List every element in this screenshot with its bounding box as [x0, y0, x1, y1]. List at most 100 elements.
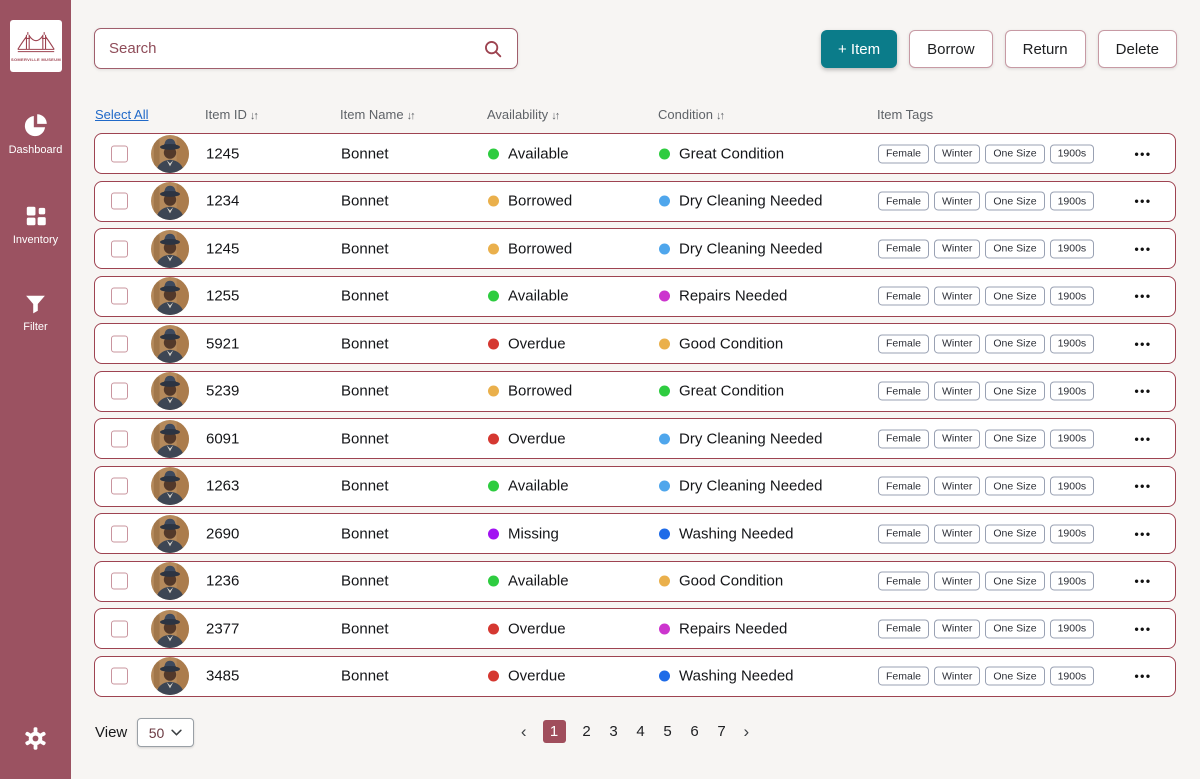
item-avatar	[151, 419, 189, 458]
row-menu-button[interactable]: •••	[1134, 669, 1152, 683]
page-button-3[interactable]: 3	[608, 720, 620, 743]
row-menu-button[interactable]: •••	[1134, 526, 1152, 541]
tag-pill: Winter	[934, 523, 981, 544]
table-row: 3485 Bonnet Overdue Washing Needed Femal…	[94, 655, 1176, 697]
item-id: 1245	[206, 240, 240, 257]
tag-pill: Female	[878, 618, 930, 639]
availability-status: Overdue	[488, 668, 566, 685]
column-item-id[interactable]: Item ID ↓↑	[205, 107, 259, 122]
availability-label: Available	[508, 145, 569, 162]
page-button-5[interactable]: 5	[662, 720, 674, 743]
item-id: 6091	[206, 430, 240, 447]
item-name: Bonnet	[341, 620, 389, 637]
item-avatar	[151, 657, 189, 695]
page-button-7[interactable]: 7	[716, 720, 728, 743]
condition-label: Great Condition	[679, 145, 785, 162]
row-menu-button[interactable]: •••	[1134, 194, 1152, 208]
condition-dot-icon	[659, 338, 670, 349]
row-menu-button[interactable]: •••	[1134, 431, 1152, 446]
availability-status: Overdue	[488, 430, 566, 447]
availability-dot-icon	[488, 528, 499, 539]
row-menu-button[interactable]: •••	[1134, 146, 1152, 161]
borrow-button[interactable]: Borrow	[909, 30, 993, 68]
sidebar-item-label: Inventory	[12, 234, 59, 246]
sidebar-item-filter[interactable]: Filter	[0, 291, 71, 333]
sidebar-item-inventory[interactable]: Inventory	[0, 203, 71, 246]
item-tags: Female Winter One Size 1900s	[878, 191, 1095, 211]
condition-label: Washing Needed	[679, 667, 794, 685]
tag-pill: 1900s	[1049, 523, 1095, 544]
condition-label: Good Condition	[679, 335, 784, 352]
next-page-button[interactable]: ›	[743, 721, 750, 741]
settings-button[interactable]	[0, 725, 71, 757]
row-checkbox[interactable]	[111, 335, 128, 352]
row-menu-button[interactable]: •••	[1134, 384, 1152, 398]
sort-icon: ↓↑	[551, 110, 560, 122]
row-checkbox[interactable]	[111, 477, 128, 495]
column-item-name[interactable]: Item Name ↓↑	[340, 107, 416, 122]
item-tags: Female Winter One Size 1900s	[878, 286, 1095, 306]
prev-page-button[interactable]: ‹	[520, 721, 527, 741]
row-checkbox[interactable]	[111, 145, 128, 162]
main-content: + Item Borrow Return Delete Select All I…	[71, 0, 1200, 779]
tag-pill: 1900s	[1049, 476, 1095, 496]
page-button-1[interactable]: 1	[542, 720, 566, 743]
row-checkbox[interactable]	[111, 382, 128, 400]
availability-dot-icon	[488, 480, 499, 492]
select-all-link[interactable]: Select All	[95, 107, 149, 122]
availability-label: Missing	[508, 525, 559, 542]
availability-dot-icon	[488, 195, 499, 207]
add-item-button[interactable]: + Item	[820, 30, 898, 68]
availability-status: Missing	[488, 525, 559, 542]
search-input[interactable]	[95, 40, 482, 57]
table-row: 1245 Bonnet Borrowed Dry Cleaning Needed…	[94, 228, 1176, 269]
row-menu-button[interactable]: •••	[1134, 479, 1152, 493]
condition-label: Dry Cleaning Needed	[679, 240, 823, 257]
tag-pill: Winter	[934, 143, 981, 164]
return-button[interactable]: Return	[1004, 30, 1086, 68]
column-availability[interactable]: Availability ↓↑	[487, 107, 560, 122]
tag-pill: Winter	[934, 476, 981, 496]
sidebar-item-dashboard[interactable]: Dashboard	[0, 112, 71, 156]
museum-logo[interactable]: SOMERVILLE MUSEUM	[10, 20, 62, 72]
row-checkbox[interactable]	[111, 430, 128, 447]
condition-dot-icon	[659, 480, 670, 492]
page-button-4[interactable]: 4	[635, 720, 647, 743]
row-menu-button[interactable]: •••	[1134, 289, 1152, 303]
sort-icon: ↓↑	[715, 110, 725, 122]
availability-dot-icon	[488, 148, 499, 159]
condition-label: Dry Cleaning Needed	[679, 477, 823, 495]
tag-pill: Winter	[934, 191, 981, 211]
row-checkbox[interactable]	[111, 572, 128, 590]
item-id: 1263	[206, 477, 240, 495]
condition-label: Dry Cleaning Needed	[679, 430, 823, 447]
page-button-6[interactable]: 6	[689, 720, 701, 743]
availability-status: Borrowed	[488, 193, 572, 210]
row-checkbox[interactable]	[111, 667, 128, 685]
bridge-icon	[17, 31, 55, 52]
item-avatar	[151, 277, 189, 315]
row-checkbox[interactable]	[111, 192, 128, 210]
row-checkbox[interactable]	[111, 240, 128, 257]
tag-pill: 1900s	[1049, 428, 1095, 449]
row-checkbox[interactable]	[111, 287, 128, 305]
column-condition[interactable]: Condition ↓↑	[658, 107, 725, 122]
row-menu-button[interactable]: •••	[1134, 621, 1152, 636]
row-menu-button[interactable]: •••	[1134, 336, 1152, 351]
column-item-tags: Item Tags	[877, 107, 933, 122]
tag-pill: Female	[878, 191, 930, 211]
page-size-select[interactable]: 50	[137, 718, 194, 747]
condition-status: Dry Cleaning Needed	[659, 430, 822, 447]
search-icon[interactable]	[482, 38, 504, 60]
condition-dot-icon	[659, 243, 670, 254]
delete-button[interactable]: Delete	[1097, 30, 1177, 68]
row-checkbox[interactable]	[111, 525, 128, 542]
tag-pill: Female	[878, 143, 930, 164]
availability-dot-icon	[488, 575, 499, 587]
availability-label: Borrowed	[508, 192, 573, 210]
row-menu-button[interactable]: •••	[1134, 241, 1152, 256]
row-menu-button[interactable]: •••	[1134, 574, 1152, 588]
availability-label: Available	[508, 477, 569, 495]
page-button-2[interactable]: 2	[581, 720, 593, 743]
row-checkbox[interactable]	[111, 620, 128, 637]
